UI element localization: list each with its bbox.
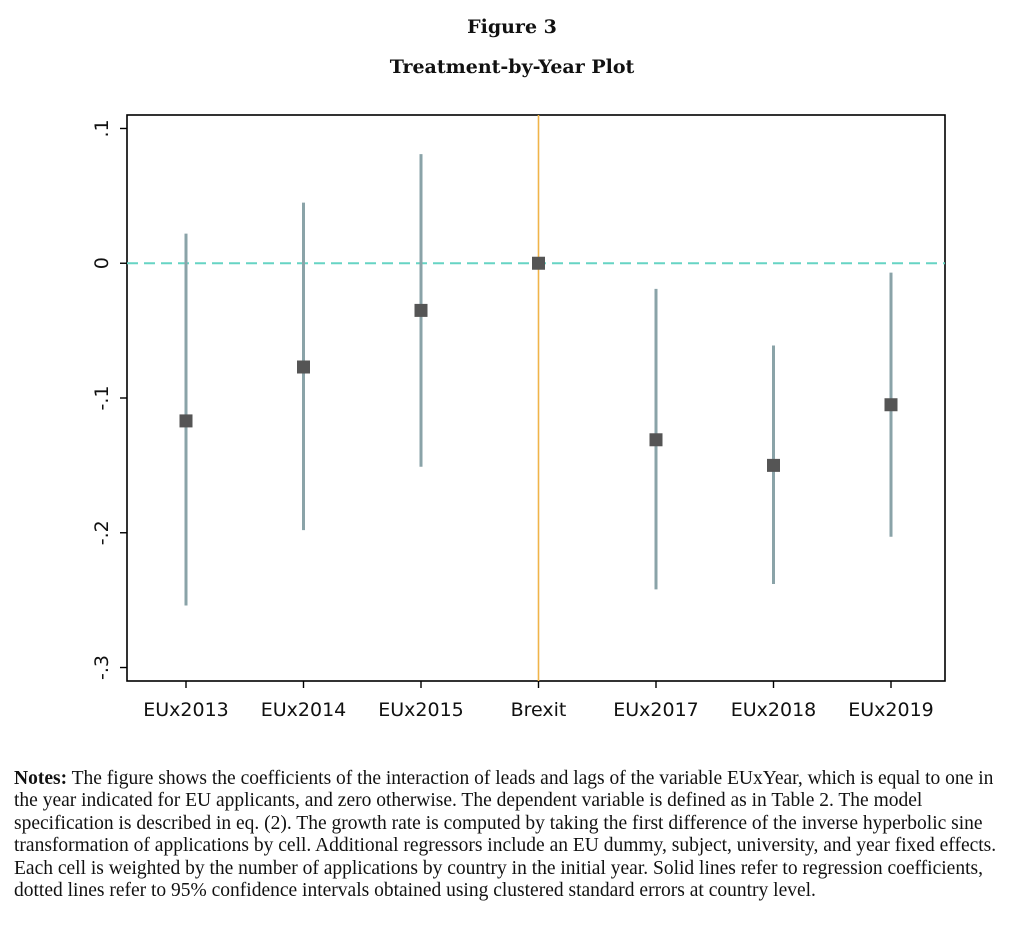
plot-frame [126, 114, 946, 682]
coefficient-point [179, 414, 193, 428]
x-tick-label: EUx2014 [261, 699, 347, 721]
y-tick-label: -.2 [91, 520, 113, 545]
y-tick-label: -.1 [91, 386, 113, 411]
y-tick-label: 0 [91, 257, 113, 269]
y-tick-label: -.3 [91, 655, 113, 680]
figure-number: Figure 3 [467, 16, 557, 38]
coefficient-point [884, 398, 898, 412]
x-tick-label: Brexit [511, 699, 567, 721]
coefficient-point [532, 256, 545, 270]
figure-notes: Notes: The figure shows the coefficients… [14, 768, 1004, 902]
coefficient-point [297, 360, 310, 374]
plot-area: .1 0 -.1 -.2 -.3 EUx2013 EUx2014 EUx2015 Brexit E… [91, 114, 946, 721]
notes-label: Notes: [14, 768, 68, 789]
coefficient-point [649, 433, 663, 447]
notes-text: The figure shows the coefficients of the… [14, 768, 997, 902]
x-tick-label: EUx2018 [731, 699, 817, 721]
coefficient-point [414, 303, 428, 317]
x-tick-label: EUx2017 [613, 699, 699, 721]
coefficient-chart: .1 0 -.1 -.2 -.3 EUx2013 EUx2014 EUx2015 Brexit E… [91, 114, 946, 721]
x-tick-label: EUx2019 [848, 699, 934, 721]
figure-title: Treatment-by-Year Plot [389, 56, 635, 78]
x-tick-label: EUx2013 [143, 699, 229, 721]
y-tick-label: .1 [91, 119, 113, 137]
x-tick-label: EUx2015 [378, 699, 464, 721]
coefficient-point [767, 458, 780, 472]
